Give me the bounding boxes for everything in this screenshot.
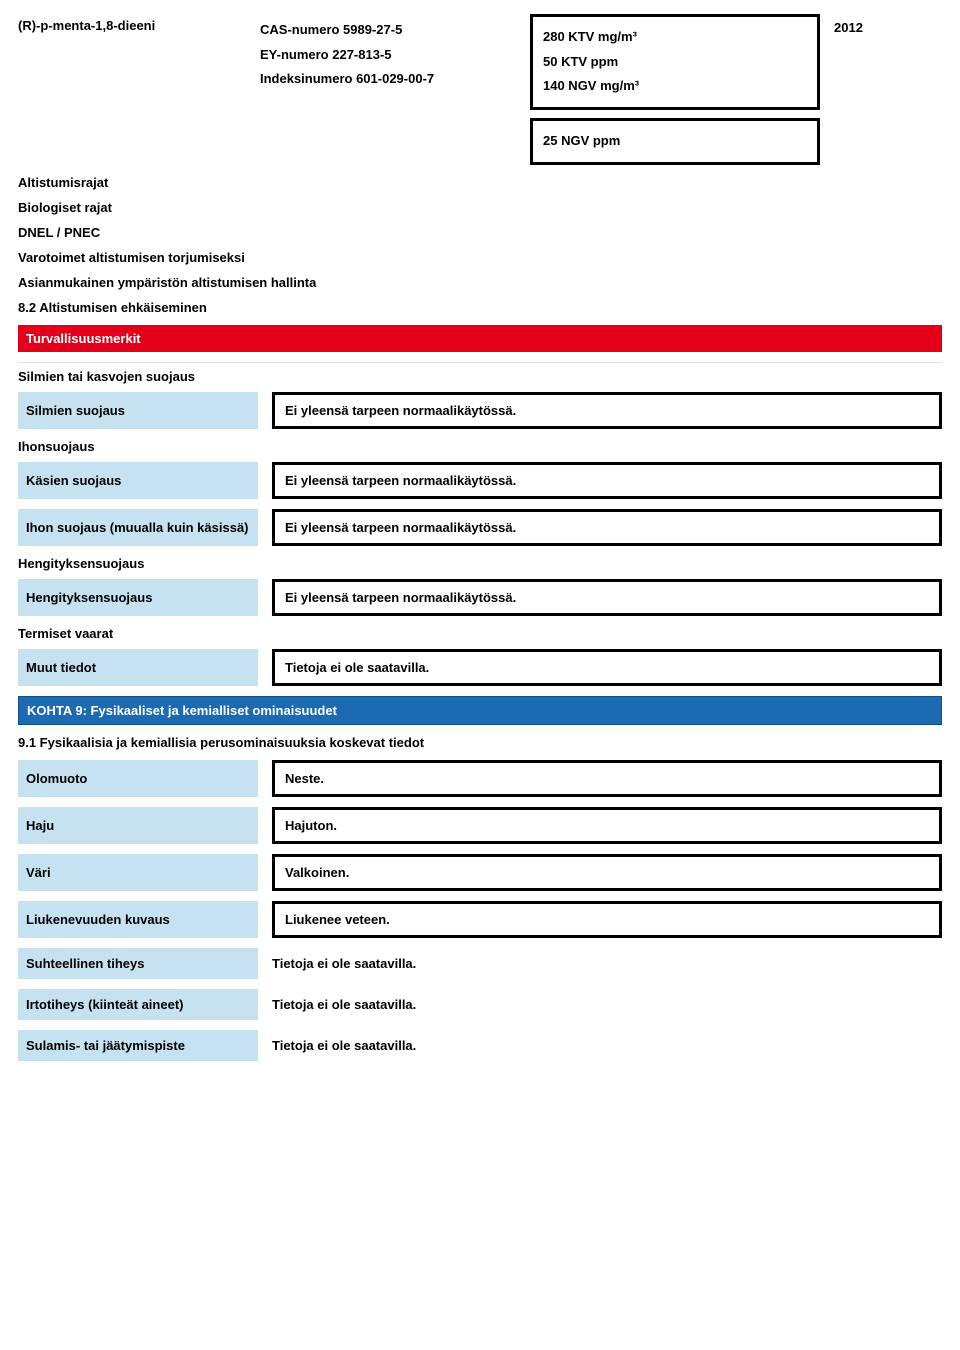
label-odour: Haju	[18, 807, 258, 844]
limit-line: 140 NGV mg/m³	[543, 74, 807, 99]
year: 2012	[828, 14, 863, 35]
label-bulk-density: Irtotiheys (kiinteät aineet)	[18, 989, 258, 1020]
ey-number: EY-numero 227-813-5	[260, 43, 530, 68]
line-asianmukainen: Asianmukainen ympäristön altistumisen ha…	[18, 275, 942, 290]
label-melting-point: Sulamis- tai jäätymispiste	[18, 1030, 258, 1061]
value-colour: Valkoinen.	[272, 854, 942, 891]
row-melting-point: Sulamis- tai jäätymispiste Tietoja ei ol…	[18, 1030, 942, 1061]
label-relative-density: Suhteellinen tiheys	[18, 948, 258, 979]
row-colour: Väri Valkoinen.	[18, 854, 942, 891]
section-9-sub: 9.1 Fysikaalisia ja kemiallisia perusomi…	[18, 735, 942, 750]
row-odour: Haju Hajuton.	[18, 807, 942, 844]
line-dnel: DNEL / PNEC	[18, 225, 942, 240]
substance-row: (R)-p-menta-1,8-dieeni CAS-numero 5989-2…	[18, 14, 942, 110]
substance-name: (R)-p-menta-1,8-dieeni	[18, 14, 260, 33]
label-eye-protection: Silmien suojaus	[18, 392, 258, 429]
value-skin-other: Ei yleensä tarpeen normaalikäytössä.	[272, 509, 942, 546]
row-bulk-density: Irtotiheys (kiinteät aineet) Tietoja ei …	[18, 989, 942, 1020]
value-hand-protection: Ei yleensä tarpeen normaalikäytössä.	[272, 462, 942, 499]
value-solubility: Liukenee veteen.	[272, 901, 942, 938]
label-solubility: Liukenevuuden kuvaus	[18, 901, 258, 938]
limit-line: 50 KTV ppm	[543, 50, 807, 75]
limits-box-2: 25 NGV ppm	[530, 118, 820, 165]
value-appearance: Neste.	[272, 760, 942, 797]
line-sec82: 8.2 Altistumisen ehkäiseminen	[18, 300, 942, 315]
limits-box-2-wrap: 25 NGV ppm	[530, 118, 942, 165]
label-skin-other: Ihon suojaus (muualla kuin käsissä)	[18, 509, 258, 546]
label-hand-protection: Käsien suojaus	[18, 462, 258, 499]
value-odour: Hajuton.	[272, 807, 942, 844]
limits-box-1: 280 KTV mg/m³ 50 KTV ppm 140 NGV mg/m³	[530, 14, 820, 110]
group-skin: Ihonsuojaus	[18, 439, 942, 454]
group-respiratory: Hengityksensuojaus	[18, 556, 942, 571]
label-other-info: Muut tiedot	[18, 649, 258, 686]
row-respiratory: Hengityksensuojaus Ei yleensä tarpeen no…	[18, 579, 942, 616]
row-appearance: Olomuoto Neste.	[18, 760, 942, 797]
value-relative-density: Tietoja ei ole saatavilla.	[272, 948, 942, 979]
value-bulk-density: Tietoja ei ole saatavilla.	[272, 989, 942, 1020]
line-altistumisrajat: Altistumisrajat	[18, 175, 942, 190]
row-solubility: Liukenevuuden kuvaus Liukenee veteen.	[18, 901, 942, 938]
row-eye-protection: Silmien suojaus Ei yleensä tarpeen norma…	[18, 392, 942, 429]
value-other-info: Tietoja ei ole saatavilla.	[272, 649, 942, 686]
limit-line: 280 KTV mg/m³	[543, 25, 807, 50]
label-respiratory: Hengityksensuojaus	[18, 579, 258, 616]
row-skin-other: Ihon suojaus (muualla kuin käsissä) Ei y…	[18, 509, 942, 546]
line-varotoimet: Varotoimet altistumisen torjumiseksi	[18, 250, 942, 265]
limits-area: 280 KTV mg/m³ 50 KTV ppm 140 NGV mg/m³ 2…	[530, 14, 863, 110]
row-other-info: Muut tiedot Tietoja ei ole saatavilla.	[18, 649, 942, 686]
row-relative-density: Suhteellinen tiheys Tietoja ei ole saata…	[18, 948, 942, 979]
value-melting-point: Tietoja ei ole saatavilla.	[272, 1030, 942, 1061]
group-eyes-face: Silmien tai kasvojen suojaus	[18, 362, 942, 384]
label-appearance: Olomuoto	[18, 760, 258, 797]
cas-number: CAS-numero 5989-27-5	[260, 18, 530, 43]
value-respiratory: Ei yleensä tarpeen normaalikäytössä.	[272, 579, 942, 616]
label-colour: Väri	[18, 854, 258, 891]
row-hand-protection: Käsien suojaus Ei yleensä tarpeen normaa…	[18, 462, 942, 499]
safety-marks-bar: Turvallisuusmerkit	[18, 325, 942, 352]
limit-line: 25 NGV ppm	[543, 129, 807, 154]
identifier-block: CAS-numero 5989-27-5 EY-numero 227-813-5…	[260, 14, 530, 92]
line-biologiset: Biologiset rajat	[18, 200, 942, 215]
index-number: Indeksinumero 601-029-00-7	[260, 67, 530, 92]
section-9-title: KOHTA 9: Fysikaaliset ja kemialliset omi…	[18, 696, 942, 725]
group-thermal: Termiset vaarat	[18, 626, 942, 641]
value-eye-protection: Ei yleensä tarpeen normaalikäytössä.	[272, 392, 942, 429]
